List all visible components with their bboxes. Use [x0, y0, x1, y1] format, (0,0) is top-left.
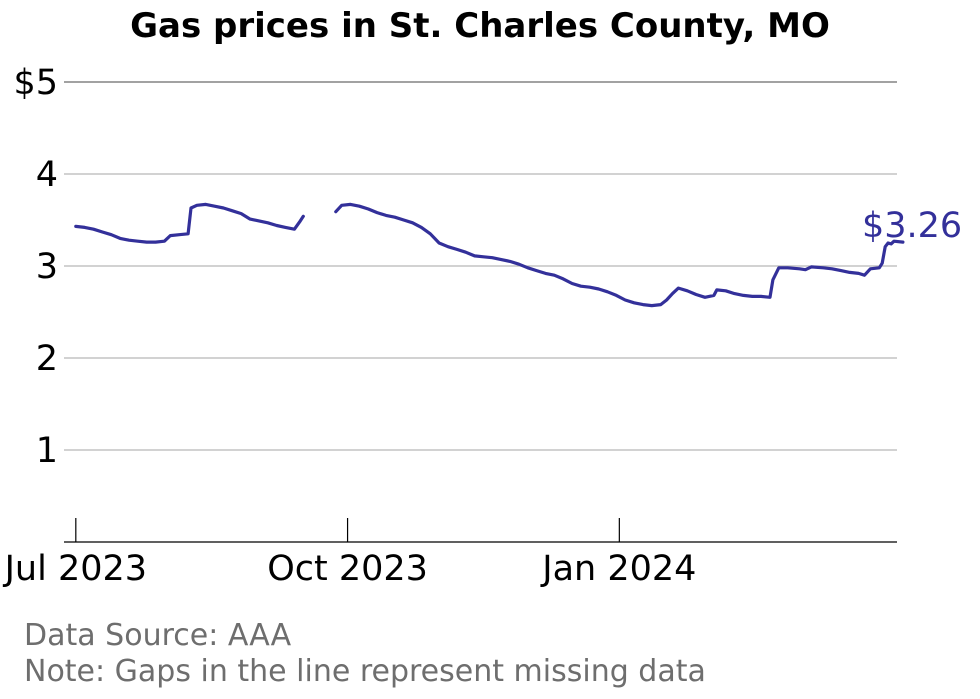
- latest-price-label: $3.26: [862, 206, 962, 246]
- price-line-segment: [74, 202, 305, 244]
- gas-price-chart: Gas prices in St. Charles County, MO 1 2 3…: [3, 6, 963, 589]
- price-series: [74, 202, 905, 308]
- y-tick-label: 2: [36, 339, 58, 379]
- gridlines: [64, 81, 897, 451]
- missing-data-note: Note: Gaps in the line represent missing…: [24, 654, 706, 689]
- y-axis-ticks: 1 2 3 4 $5: [13, 63, 58, 471]
- y-tick-label: 3: [36, 247, 58, 287]
- x-tick-label: Jan 2024: [540, 549, 696, 589]
- price-line-segment: [334, 202, 905, 308]
- x-tick-label: Oct 2023: [267, 549, 428, 589]
- y-tick-label: 4: [36, 155, 58, 195]
- y-tick-label: 1: [36, 431, 58, 471]
- x-axis-ticks: Jul 2023 Oct 2023 Jan 2024: [3, 518, 696, 589]
- x-tick-label: Jul 2023: [3, 549, 147, 589]
- data-source-note: Data Source: AAA: [24, 618, 292, 653]
- y-tick-label: $5: [13, 63, 58, 103]
- chart-title: Gas prices in St. Charles County, MO: [130, 6, 830, 46]
